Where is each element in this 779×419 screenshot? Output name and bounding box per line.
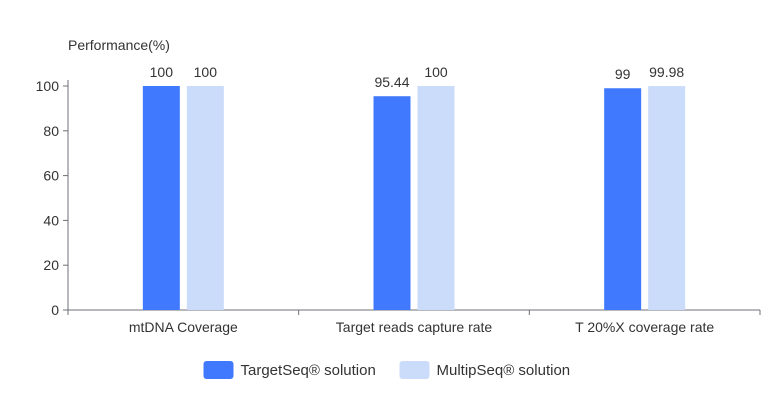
bar [604,88,642,311]
y-tick-label: 80 [43,123,59,139]
bar [417,86,455,310]
y-tick-label: 0 [51,302,59,318]
bar [648,86,686,310]
bar-data-label: 100 [424,64,448,80]
legend: TargetSeq® solution MultipSeq® solution [203,361,571,379]
y-tick-label: 20 [43,257,59,273]
legend-swatch [203,361,234,379]
legend-item: MultipSeq® solution [399,361,571,379]
bar-data-label: 95.44 [374,74,409,90]
bars: 100 100 95.44 100 99 99.98 [142,64,686,311]
legend-label: MultipSeq® solution [437,362,571,379]
legend-item: TargetSeq® solution [203,361,376,379]
bar [373,96,411,310]
bar-data-label: 99.98 [649,64,684,80]
bar-data-label: 100 [150,64,174,80]
bar [142,86,180,310]
x-category-label: Target reads capture rate [336,319,493,335]
x-category-label: T 20%X coverage rate [575,319,714,335]
y-tick-label: 40 [43,212,59,228]
y-tick-label: 100 [36,78,60,94]
bar [186,86,224,310]
y-tick-label: 60 [43,168,59,184]
y-axis-title: Performance(%) [68,37,170,53]
x-category-label: mtDNA Coverage [129,319,238,335]
legend-label: TargetSeq® solution [241,362,376,379]
bar-data-label: 99 [615,66,631,82]
axes: 0 20 40 60 80 100 mtDNA Coverage Target reads c… [36,78,761,335]
bar-data-label: 100 [194,64,218,80]
legend-swatch [399,361,430,379]
